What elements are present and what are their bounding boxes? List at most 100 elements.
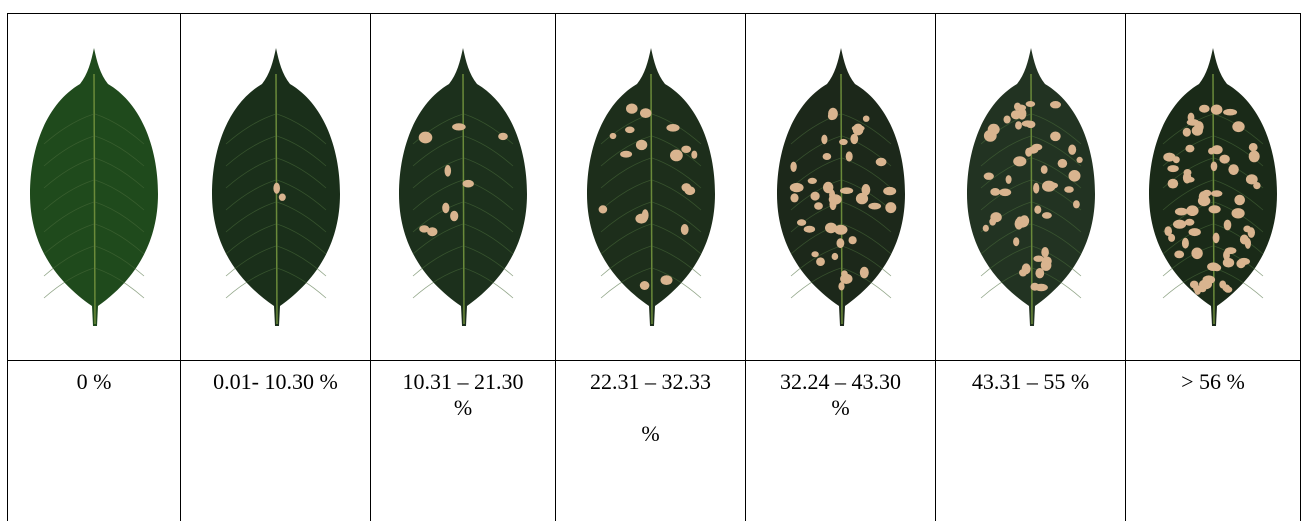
image-cell bbox=[556, 14, 746, 361]
lesion bbox=[641, 209, 648, 221]
label-text: 0.01- 10.30 % bbox=[213, 369, 338, 395]
image-cell bbox=[181, 14, 371, 361]
lesion bbox=[691, 151, 697, 159]
image-cell bbox=[746, 14, 936, 361]
lesion bbox=[1003, 116, 1010, 124]
label-line: 43.31 – 55 % bbox=[936, 369, 1125, 395]
lesion bbox=[1211, 162, 1218, 172]
lesion bbox=[990, 188, 1000, 196]
lesion bbox=[822, 153, 831, 160]
lesion bbox=[1034, 206, 1041, 214]
lesion bbox=[1219, 155, 1229, 164]
leaf bbox=[393, 44, 533, 329]
lesion bbox=[1040, 165, 1047, 174]
leaf bbox=[24, 44, 164, 329]
lesion bbox=[1225, 247, 1237, 254]
lesion bbox=[1021, 263, 1030, 274]
lesion bbox=[1209, 205, 1221, 213]
lesion bbox=[1232, 208, 1245, 218]
lesion bbox=[660, 275, 672, 285]
label-text: 43.31 – 55 % bbox=[936, 369, 1125, 395]
lesion bbox=[990, 212, 1001, 222]
lesion bbox=[1182, 238, 1189, 249]
leaf-table: 0 % 0.01- 10.30 % 10.31 – 21.30 % 22.31 – 3… bbox=[7, 13, 1301, 521]
lesion bbox=[1228, 164, 1238, 175]
lesion bbox=[1199, 286, 1206, 292]
lesion bbox=[1191, 248, 1202, 260]
label-text: 22.31 – 32.33% bbox=[588, 369, 713, 447]
leaf-vein bbox=[463, 74, 464, 324]
lesion bbox=[419, 132, 433, 144]
lesion bbox=[1068, 170, 1080, 182]
image-row bbox=[8, 14, 1301, 361]
lesion bbox=[1213, 233, 1220, 244]
lesion bbox=[825, 223, 837, 234]
lesion bbox=[1005, 175, 1011, 184]
lesion bbox=[1064, 186, 1074, 193]
lesion bbox=[1014, 221, 1027, 228]
label-line: 32.24 – 43.30 % bbox=[778, 369, 903, 421]
lesion bbox=[839, 139, 848, 145]
lesion bbox=[790, 193, 798, 202]
lesion bbox=[810, 192, 819, 201]
label-line: 0.01- 10.30 % bbox=[213, 369, 338, 395]
lesion bbox=[803, 226, 814, 233]
lesion bbox=[1224, 220, 1232, 231]
lesion bbox=[1167, 165, 1178, 172]
image-cell bbox=[371, 14, 556, 361]
lesion bbox=[1068, 145, 1076, 155]
lesion bbox=[498, 133, 508, 140]
lesion bbox=[450, 211, 458, 222]
lesion bbox=[445, 165, 452, 177]
lesion bbox=[1185, 219, 1195, 226]
lesion bbox=[1034, 284, 1047, 291]
label-line: 0 % bbox=[8, 369, 180, 395]
lesion bbox=[640, 108, 651, 118]
lesion bbox=[639, 281, 649, 290]
lesion bbox=[1045, 182, 1057, 189]
lesion bbox=[1031, 144, 1042, 151]
lesion bbox=[681, 146, 691, 153]
lesion bbox=[427, 227, 437, 236]
lesion bbox=[836, 238, 844, 248]
lesion bbox=[1219, 281, 1226, 289]
leaf-vein bbox=[651, 74, 652, 324]
image-cell bbox=[936, 14, 1126, 361]
lesion bbox=[821, 135, 827, 145]
lesion bbox=[868, 203, 881, 210]
lesion bbox=[625, 127, 635, 134]
lesion bbox=[983, 173, 993, 180]
lesion bbox=[862, 116, 869, 122]
lesion bbox=[1025, 101, 1035, 107]
lesion bbox=[1185, 145, 1194, 153]
lesion bbox=[1175, 208, 1188, 216]
label-line: 10.31 – 21.30 % bbox=[401, 369, 526, 421]
lesion bbox=[797, 219, 806, 226]
label-text: > 56 % bbox=[1126, 369, 1300, 395]
leaf bbox=[771, 44, 911, 329]
lesion bbox=[1211, 190, 1222, 197]
leaf bbox=[581, 44, 721, 329]
label-cell: 0 % bbox=[8, 361, 181, 521]
lesion bbox=[1021, 120, 1033, 126]
lesion bbox=[278, 194, 285, 201]
lesion bbox=[1223, 109, 1237, 116]
lesion bbox=[1050, 101, 1061, 108]
lesion bbox=[1168, 179, 1179, 189]
page: 0 % 0.01- 10.30 % 10.31 – 21.30 % 22.31 – 3… bbox=[0, 0, 1303, 516]
lesion bbox=[1033, 183, 1039, 194]
lesion bbox=[1041, 212, 1051, 219]
lesion bbox=[1211, 105, 1223, 115]
lesion bbox=[1173, 220, 1186, 229]
lesion bbox=[1207, 262, 1219, 271]
lesion bbox=[859, 267, 868, 279]
lesion bbox=[609, 133, 616, 139]
leaf-vein bbox=[276, 74, 277, 324]
lesion bbox=[598, 205, 607, 213]
lesion bbox=[1183, 128, 1191, 137]
lesion bbox=[828, 194, 841, 204]
lesion bbox=[999, 189, 1011, 197]
lesion bbox=[845, 151, 852, 161]
label-cell: 43.31 – 55 % bbox=[936, 361, 1126, 521]
lesion bbox=[855, 193, 867, 204]
